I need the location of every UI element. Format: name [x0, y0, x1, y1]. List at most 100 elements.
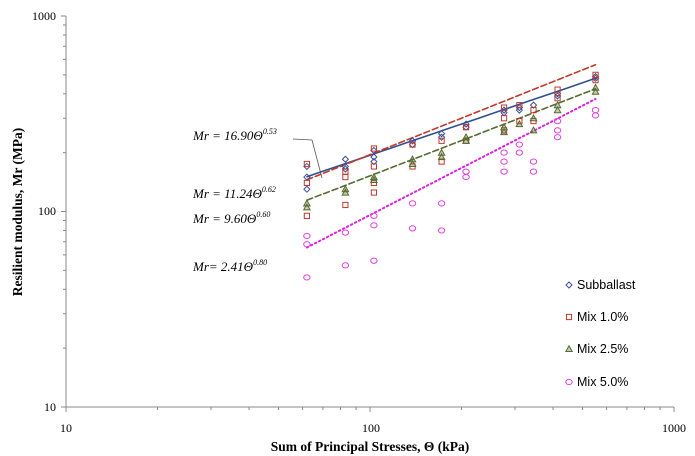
data-point-circle: [303, 274, 311, 281]
x-axis-title: Sum of Principal Stresses, Θ (kPa): [271, 439, 470, 454]
equation-mix-5-exponent: 0.80: [253, 258, 267, 267]
data-point-square: [342, 173, 349, 181]
legend-circle-marker: [565, 378, 573, 386]
legend-triangle-marker: [564, 344, 574, 353]
equation-subballast-leader-2: [311, 139, 323, 179]
trendlines: [305, 63, 597, 249]
data-point-square: [500, 115, 508, 122]
data-point-diamond: [370, 157, 378, 166]
data-point-square: [303, 160, 310, 168]
data-point-circle: [408, 200, 417, 207]
trendline-mix-5-0-: [305, 98, 597, 249]
data-points: [302, 71, 600, 281]
y-tick-label-10: 10: [44, 400, 56, 414]
legend-diamond-icon: [565, 281, 573, 289]
data-point-diamond: [303, 162, 311, 171]
data-point-square: [516, 118, 523, 125]
data-point-diamond: [437, 129, 446, 138]
data-point-diamond: [437, 133, 446, 141]
data-point-square: [409, 141, 416, 148]
data-point-circle: [370, 212, 378, 219]
data-point-circle: [515, 149, 524, 156]
legend-item-subballast: Subballast: [565, 278, 636, 292]
legend-item-mix-5: Mix 5.0%: [565, 375, 628, 389]
equation-mix-1-exponent: 0.62: [262, 185, 276, 194]
equation-subballast-base: Mr = 16.90Θ: [192, 128, 263, 143]
data-point-triangle: [529, 126, 538, 134]
x-tick-label-10: 10: [60, 421, 72, 435]
data-point-square: [554, 95, 561, 102]
data-point-square: [530, 107, 537, 114]
data-point-circle: [408, 225, 417, 232]
data-point-triangle: [408, 155, 417, 163]
legend-square-marker: [565, 313, 573, 321]
data-point-diamond: [370, 153, 378, 161]
data-point-diamond: [553, 92, 562, 100]
data-point-square: [370, 145, 378, 152]
data-point-square: [342, 201, 349, 209]
data-point-diamond: [462, 120, 470, 128]
data-point-triangle: [302, 199, 311, 207]
legend-item-mix-2-5: Mix 2.5%: [564, 342, 628, 356]
trendline-subballast: [306, 77, 597, 178]
data-point-diamond: [341, 165, 350, 173]
data-point-diamond: [515, 103, 524, 112]
equation-mix-2-5-base: Mr = 9.60Θ: [192, 211, 257, 226]
data-point-square: [592, 77, 599, 84]
data-point-square: [303, 179, 310, 187]
data-point-triangle: [499, 127, 509, 136]
data-point-triangle: [591, 83, 600, 91]
data-point-diamond: [591, 72, 600, 81]
data-point-circle: [303, 232, 311, 240]
legend-label-subballast: Subballast: [577, 278, 636, 292]
data-point-circle: [500, 168, 508, 175]
legend-triangle-icon: [564, 344, 574, 353]
data-point-triangle: [515, 119, 524, 128]
data-point-circle: [500, 158, 508, 165]
data-point-circle: [553, 118, 562, 125]
data-point-triangle: [462, 136, 471, 144]
data-point-circle: [529, 168, 538, 175]
data-point-circle: [341, 229, 350, 236]
y-tick-label-100: 100: [38, 204, 56, 218]
legend-diamond-marker: [565, 281, 573, 289]
data-point-triangle: [302, 203, 311, 211]
data-point-diamond: [529, 101, 538, 109]
data-point-triangle: [341, 188, 350, 196]
data-point-square: [370, 189, 378, 196]
data-point-diamond: [341, 155, 350, 163]
data-point-circle: [529, 158, 538, 165]
data-point-circle: [591, 107, 600, 114]
y-axis-title: Resilient modulus, Mr (MPa): [10, 128, 25, 297]
data-point-circle: [341, 262, 350, 269]
data-point-triangle: [408, 159, 417, 168]
data-point-square: [438, 137, 445, 144]
data-point-triangle: [529, 113, 538, 122]
data-point-diamond: [500, 106, 508, 114]
equation-subballast: Mr = 16.90Θ0.53: [192, 127, 277, 143]
data-point-circle: [500, 149, 508, 156]
equation-mix-1: Mr = 11.24Θ0.62: [192, 185, 276, 201]
x-tick-label-1000: 1000: [662, 421, 686, 435]
data-point-circle: [462, 173, 470, 181]
trendline-mix-1-0-: [306, 63, 597, 181]
equation-subballast-exponent: 0.53: [263, 127, 277, 136]
x-tick-label-100: 100: [362, 421, 380, 435]
data-point-circle: [515, 141, 524, 148]
data-point-square: [516, 102, 523, 109]
data-point-circle: [370, 222, 378, 229]
data-point-square: [438, 158, 445, 165]
data-point-circle: [553, 134, 562, 141]
data-point-triangle: [369, 175, 378, 184]
legend-label-mix-1: Mix 1.0%: [577, 310, 628, 324]
data-point-circle: [553, 127, 562, 134]
equation-mix-5: Mr= 2.41Θ0.80: [192, 258, 267, 274]
data-point-circle: [303, 241, 311, 248]
legend-label-mix-5: Mix 5.0%: [577, 375, 628, 389]
data-point-diamond: [515, 106, 524, 114]
data-point-square: [462, 124, 470, 131]
equation-mix-2-5: Mr = 9.60Θ0.60: [192, 210, 270, 226]
equation-mix-1-base: Mr = 11.24Θ: [192, 186, 262, 201]
equation-subballast-leader: [292, 138, 313, 141]
